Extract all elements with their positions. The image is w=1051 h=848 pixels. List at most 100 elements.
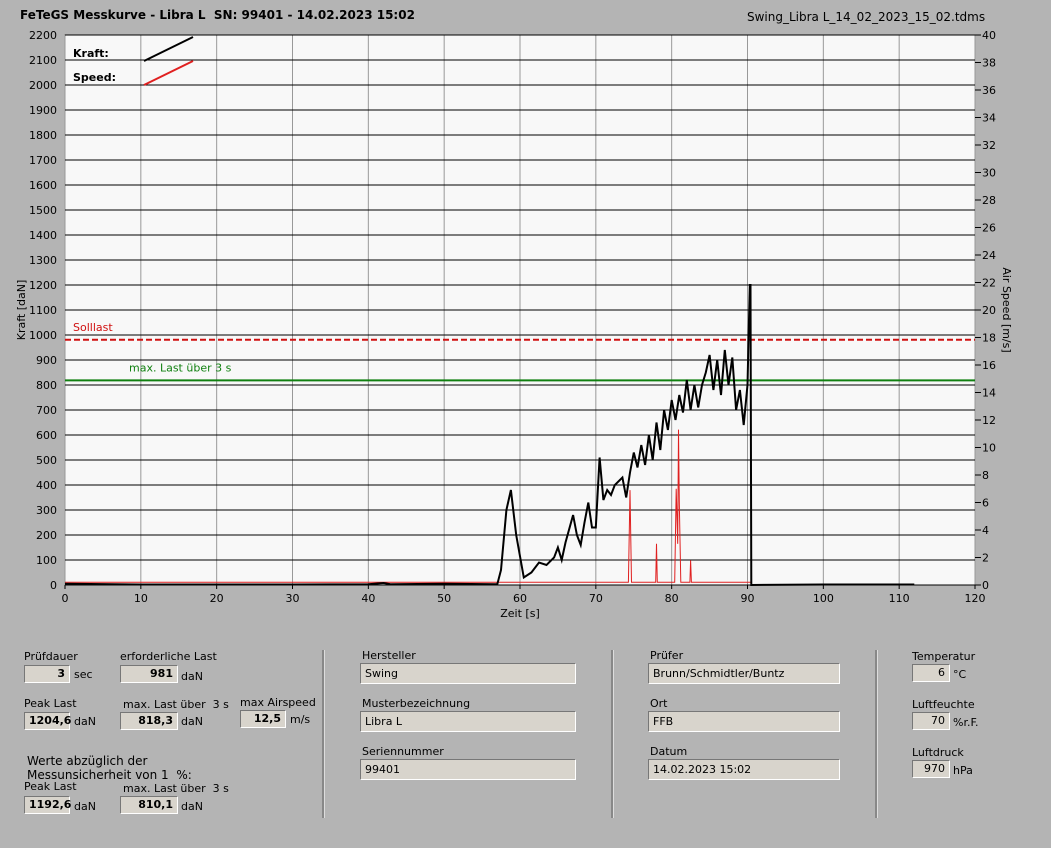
field-value: Libra L bbox=[360, 711, 576, 732]
field-label: Musterbezeichnung bbox=[362, 697, 471, 710]
window-title: FeTeGS Messkurve - Libra L SN: 99401 - 1… bbox=[20, 8, 415, 22]
x-tick-label: 90 bbox=[741, 592, 755, 605]
y2-tick-label: 32 bbox=[982, 139, 996, 152]
y2-tick-label: 2 bbox=[982, 552, 989, 565]
y2-tick-label: 10 bbox=[982, 442, 996, 455]
y2-tick-label: 28 bbox=[982, 194, 996, 207]
y-tick-label: 800 bbox=[36, 379, 57, 392]
y-tick-label: 500 bbox=[36, 454, 57, 467]
y-axis-label: Kraft [daN] bbox=[15, 280, 28, 341]
y-tick-label: 2100 bbox=[29, 54, 57, 67]
y2-tick-label: 20 bbox=[982, 304, 996, 317]
separator bbox=[875, 650, 878, 818]
y2-tick-label: 4 bbox=[982, 524, 989, 537]
separator bbox=[611, 650, 614, 818]
y-tick-label: 1800 bbox=[29, 129, 57, 142]
y2-tick-label: 6 bbox=[982, 497, 989, 510]
y-tick-label: 700 bbox=[36, 404, 57, 417]
field-label: Hersteller bbox=[362, 649, 416, 662]
field-unit: daN bbox=[74, 715, 96, 728]
y2-tick-label: 34 bbox=[982, 112, 996, 125]
y2-tick-label: 36 bbox=[982, 84, 996, 97]
y-tick-label: 600 bbox=[36, 429, 57, 442]
y-tick-label: 400 bbox=[36, 479, 57, 492]
note: Messunsicherheit von 1 %: bbox=[27, 768, 192, 782]
y-tick-label: 100 bbox=[36, 554, 57, 567]
file-name: Swing_Libra L_14_02_2023_15_02.tdms bbox=[747, 10, 986, 24]
field-unit: °C bbox=[953, 668, 967, 681]
x-tick-label: 20 bbox=[210, 592, 224, 605]
y2-tick-label: 12 bbox=[982, 414, 996, 427]
field-unit: hPa bbox=[953, 764, 973, 777]
field-label: Prüfer bbox=[650, 649, 684, 662]
field-unit: daN bbox=[181, 670, 203, 683]
series-line bbox=[64, 284, 915, 587]
y2-tick-label: 30 bbox=[982, 167, 996, 180]
y2-tick-label: 0 bbox=[982, 579, 989, 592]
y2-tick-label: 26 bbox=[982, 222, 996, 235]
x-tick-label: 10 bbox=[134, 592, 148, 605]
y2-tick-label: 18 bbox=[982, 332, 996, 345]
field-value: FFB bbox=[648, 711, 840, 732]
field-value: Brunn/Schmidtler/Buntz bbox=[648, 663, 840, 684]
y-tick-label: 1100 bbox=[29, 304, 57, 317]
y-tick-label: 900 bbox=[36, 354, 57, 367]
field-value: 99401 bbox=[360, 759, 576, 780]
x-tick-label: 70 bbox=[589, 592, 603, 605]
x-tick-label: 80 bbox=[665, 592, 679, 605]
field-value: 970 bbox=[912, 760, 950, 778]
reference-label: Solllast bbox=[73, 321, 113, 334]
x-tick-label: 120 bbox=[965, 592, 986, 605]
y2-tick-label: 24 bbox=[982, 249, 996, 262]
field-label: Datum bbox=[650, 745, 688, 758]
field-label: max. Last über 3 s bbox=[123, 698, 229, 711]
y2-tick-label: 8 bbox=[982, 469, 989, 482]
y-tick-label: 2000 bbox=[29, 79, 57, 92]
field-value: 70 bbox=[912, 712, 950, 730]
field-value: 12,5 bbox=[240, 710, 286, 728]
field-value: 1192,6 bbox=[24, 796, 71, 814]
field-unit: %r.F. bbox=[953, 716, 979, 729]
legend-swatch bbox=[143, 36, 194, 62]
field-label: Temperatur bbox=[912, 650, 976, 663]
field-label: Ort bbox=[650, 697, 668, 710]
field-label: Peak Last bbox=[24, 697, 77, 710]
field-label: Prüfdauer bbox=[24, 650, 78, 663]
x-tick-label: 110 bbox=[889, 592, 910, 605]
field-unit: sec bbox=[74, 668, 93, 681]
y2-tick-label: 16 bbox=[982, 359, 996, 372]
field-label: Luftfeuchte bbox=[912, 698, 975, 711]
field-value: 818,3 bbox=[120, 712, 178, 730]
field-label: erforderliche Last bbox=[120, 650, 217, 663]
field-label: Luftdruck bbox=[912, 746, 964, 759]
legend-label: Kraft: bbox=[73, 47, 109, 60]
field-value: Swing bbox=[360, 663, 576, 684]
x-tick-label: 100 bbox=[813, 592, 834, 605]
x-tick-label: 40 bbox=[361, 592, 375, 605]
field-value: 810,1 bbox=[120, 796, 178, 814]
y2-tick-label: 38 bbox=[982, 57, 996, 70]
legend-label: Speed: bbox=[73, 71, 116, 84]
y-tick-label: 1900 bbox=[29, 104, 57, 117]
field-unit: m/s bbox=[290, 713, 311, 726]
y-tick-label: 1300 bbox=[29, 254, 57, 267]
y-tick-label: 1200 bbox=[29, 279, 57, 292]
x-tick-label: 60 bbox=[513, 592, 527, 605]
y2-tick-label: 22 bbox=[982, 277, 996, 290]
y-tick-label: 1700 bbox=[29, 154, 57, 167]
field-label: max. Last über 3 s bbox=[123, 782, 229, 795]
y-tick-label: 300 bbox=[36, 504, 57, 517]
y-tick-label: 1400 bbox=[29, 229, 57, 242]
field-unit: daN bbox=[181, 715, 203, 728]
y2-axis-label: Air Speed [m/s] bbox=[1000, 267, 1013, 352]
x-axis-label: Zeit [s] bbox=[500, 607, 539, 620]
field-label: max Airspeed bbox=[240, 696, 316, 709]
field-unit: daN bbox=[74, 800, 96, 813]
y-tick-label: 1600 bbox=[29, 179, 57, 192]
separator bbox=[322, 650, 325, 818]
field-value: 1204,6 bbox=[24, 712, 71, 730]
reference-label: max. Last über 3 s bbox=[129, 361, 232, 374]
x-tick-label: 50 bbox=[437, 592, 451, 605]
chart: 0 10 20 30 40 50 60 70 80 90 100 110 120010020030040… bbox=[15, 29, 1013, 620]
